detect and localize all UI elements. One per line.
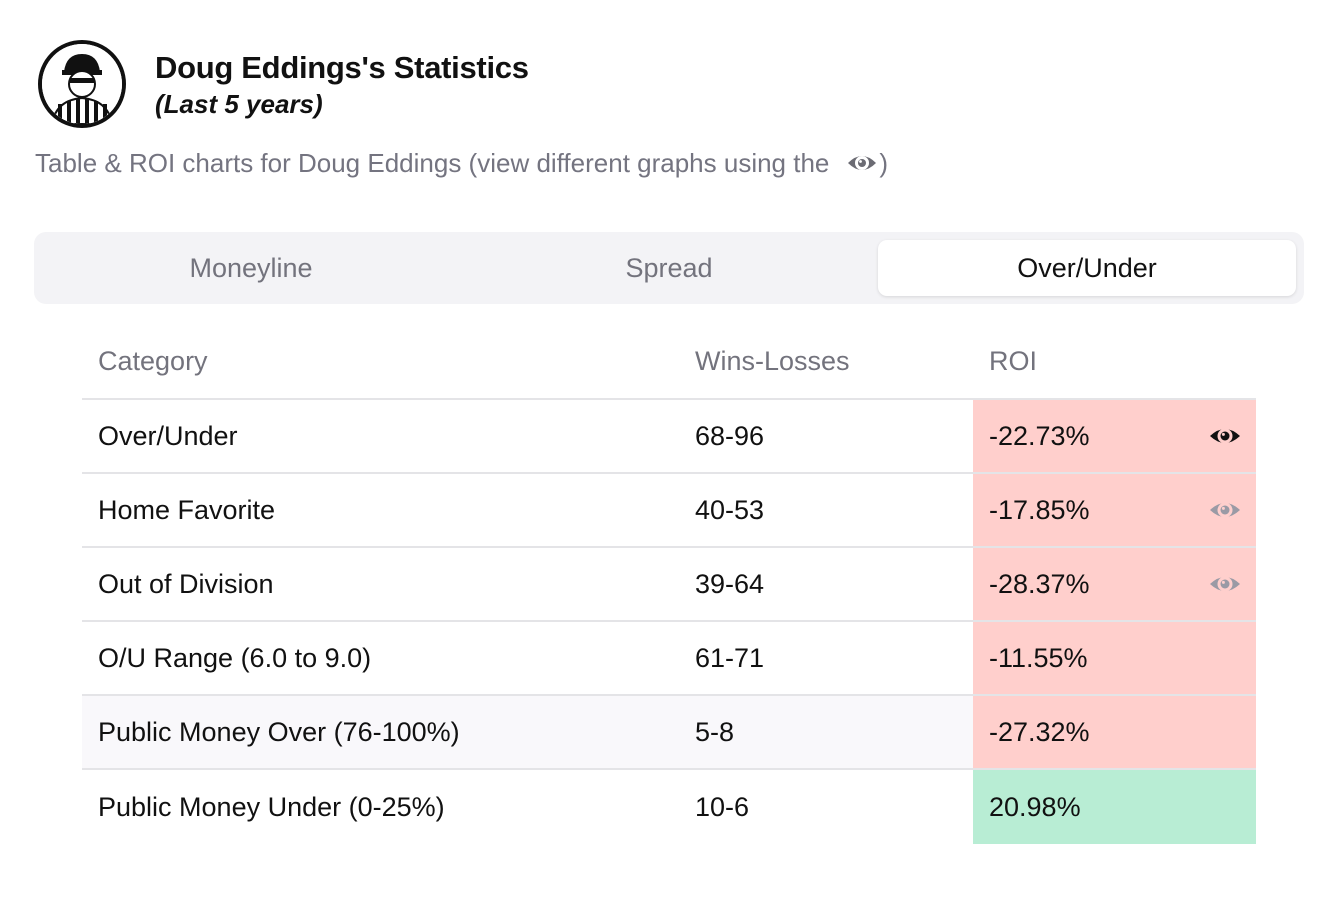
row-roi: 20.98% bbox=[989, 791, 1081, 822]
row-roi: -28.37% bbox=[989, 568, 1090, 599]
column-header-roi: ROI bbox=[989, 345, 1038, 376]
eye-icon[interactable] bbox=[1208, 419, 1242, 453]
eye-icon[interactable] bbox=[1208, 567, 1242, 601]
row-category: Over/Under bbox=[98, 420, 238, 451]
row-category: Out of Division bbox=[98, 568, 274, 599]
row-roi-cell: 20.98% bbox=[973, 770, 1256, 844]
table-row: Over/Under 68-96 -22.73% bbox=[82, 400, 1256, 474]
row-roi-cell: -22.73% bbox=[973, 400, 1256, 472]
page-subtitle: (Last 5 years) bbox=[155, 89, 323, 119]
table-row: O/U Range (6.0 to 9.0) 61-71 -11.55% bbox=[82, 622, 1256, 696]
bet-type-tabs: Moneyline Spread Over/Under bbox=[34, 232, 1304, 304]
row-record: 68-96 bbox=[695, 420, 765, 451]
row-roi: -27.32% bbox=[989, 716, 1090, 747]
table-header: Category Wins-Losses ROI bbox=[82, 324, 1256, 400]
eye-icon[interactable] bbox=[1208, 493, 1242, 527]
table-row: Public Money Over (76-100%) 5-8 -27.32% bbox=[82, 696, 1256, 770]
row-roi-cell: -11.55% bbox=[973, 622, 1256, 694]
row-record: 61-71 bbox=[695, 642, 765, 673]
row-roi: -22.73% bbox=[989, 420, 1090, 451]
row-roi-cell: -27.32% bbox=[973, 696, 1256, 768]
row-category: Home Favorite bbox=[98, 494, 276, 525]
table-row: Home Favorite 40-53 -17.85% bbox=[82, 474, 1256, 548]
row-record: 40-53 bbox=[695, 494, 765, 525]
row-roi-cell: -28.37% bbox=[973, 548, 1256, 620]
column-header-wins-losses: Wins-Losses bbox=[695, 345, 850, 376]
description-close-paren: ) bbox=[879, 147, 889, 178]
row-roi-cell: -17.85% bbox=[973, 474, 1256, 546]
row-record: 39-64 bbox=[695, 568, 765, 599]
row-roi: -17.85% bbox=[989, 494, 1090, 525]
header: Doug Eddings's Statistics (Last 5 years) bbox=[38, 40, 529, 128]
tab-spread[interactable]: Spread bbox=[625, 252, 713, 283]
row-category: Public Money Over (76-100%) bbox=[98, 716, 460, 747]
tab-over-under[interactable]: Over/Under bbox=[878, 240, 1296, 296]
row-record: 5-8 bbox=[695, 716, 735, 747]
table-row: Public Money Under (0-25%) 10-6 20.98% bbox=[82, 770, 1256, 844]
table-row: Out of Division 39-64 -28.37% bbox=[82, 548, 1256, 622]
row-category: O/U Range (6.0 to 9.0) bbox=[98, 642, 372, 673]
tab-moneyline[interactable]: Moneyline bbox=[189, 252, 313, 283]
stats-table: Category Wins-Losses ROI Over/Under 68-9… bbox=[82, 324, 1256, 844]
column-header-category: Category bbox=[98, 345, 208, 376]
referee-avatar-icon bbox=[38, 40, 126, 128]
eye-icon bbox=[846, 147, 878, 179]
row-roi: -11.55% bbox=[989, 642, 1088, 673]
title-block: Doug Eddings's Statistics (Last 5 years) bbox=[155, 50, 529, 120]
description-text: Table & ROI charts for Doug Eddings (vie… bbox=[35, 147, 830, 178]
row-record: 10-6 bbox=[695, 791, 750, 822]
description: Table & ROI charts for Doug Eddings (vie… bbox=[35, 147, 888, 179]
row-category: Public Money Under (0-25%) bbox=[98, 791, 445, 822]
page-title: Doug Eddings's Statistics bbox=[155, 50, 529, 85]
